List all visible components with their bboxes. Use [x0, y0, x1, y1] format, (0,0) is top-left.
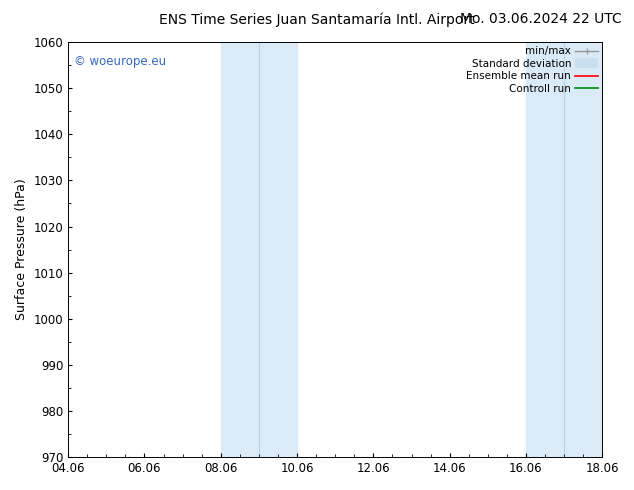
- Y-axis label: Surface Pressure (hPa): Surface Pressure (hPa): [15, 179, 28, 320]
- Legend: min/max, Standard deviation, Ensemble mean run, Controll run: min/max, Standard deviation, Ensemble me…: [464, 44, 600, 96]
- Text: © woeurope.eu: © woeurope.eu: [74, 54, 165, 68]
- Text: ENS Time Series Juan Santamaría Intl. Airport: ENS Time Series Juan Santamaría Intl. Ai…: [159, 12, 475, 27]
- Bar: [221, 42, 297, 457]
- Bar: [526, 42, 602, 457]
- Text: Mo. 03.06.2024 22 UTC: Mo. 03.06.2024 22 UTC: [460, 12, 621, 26]
